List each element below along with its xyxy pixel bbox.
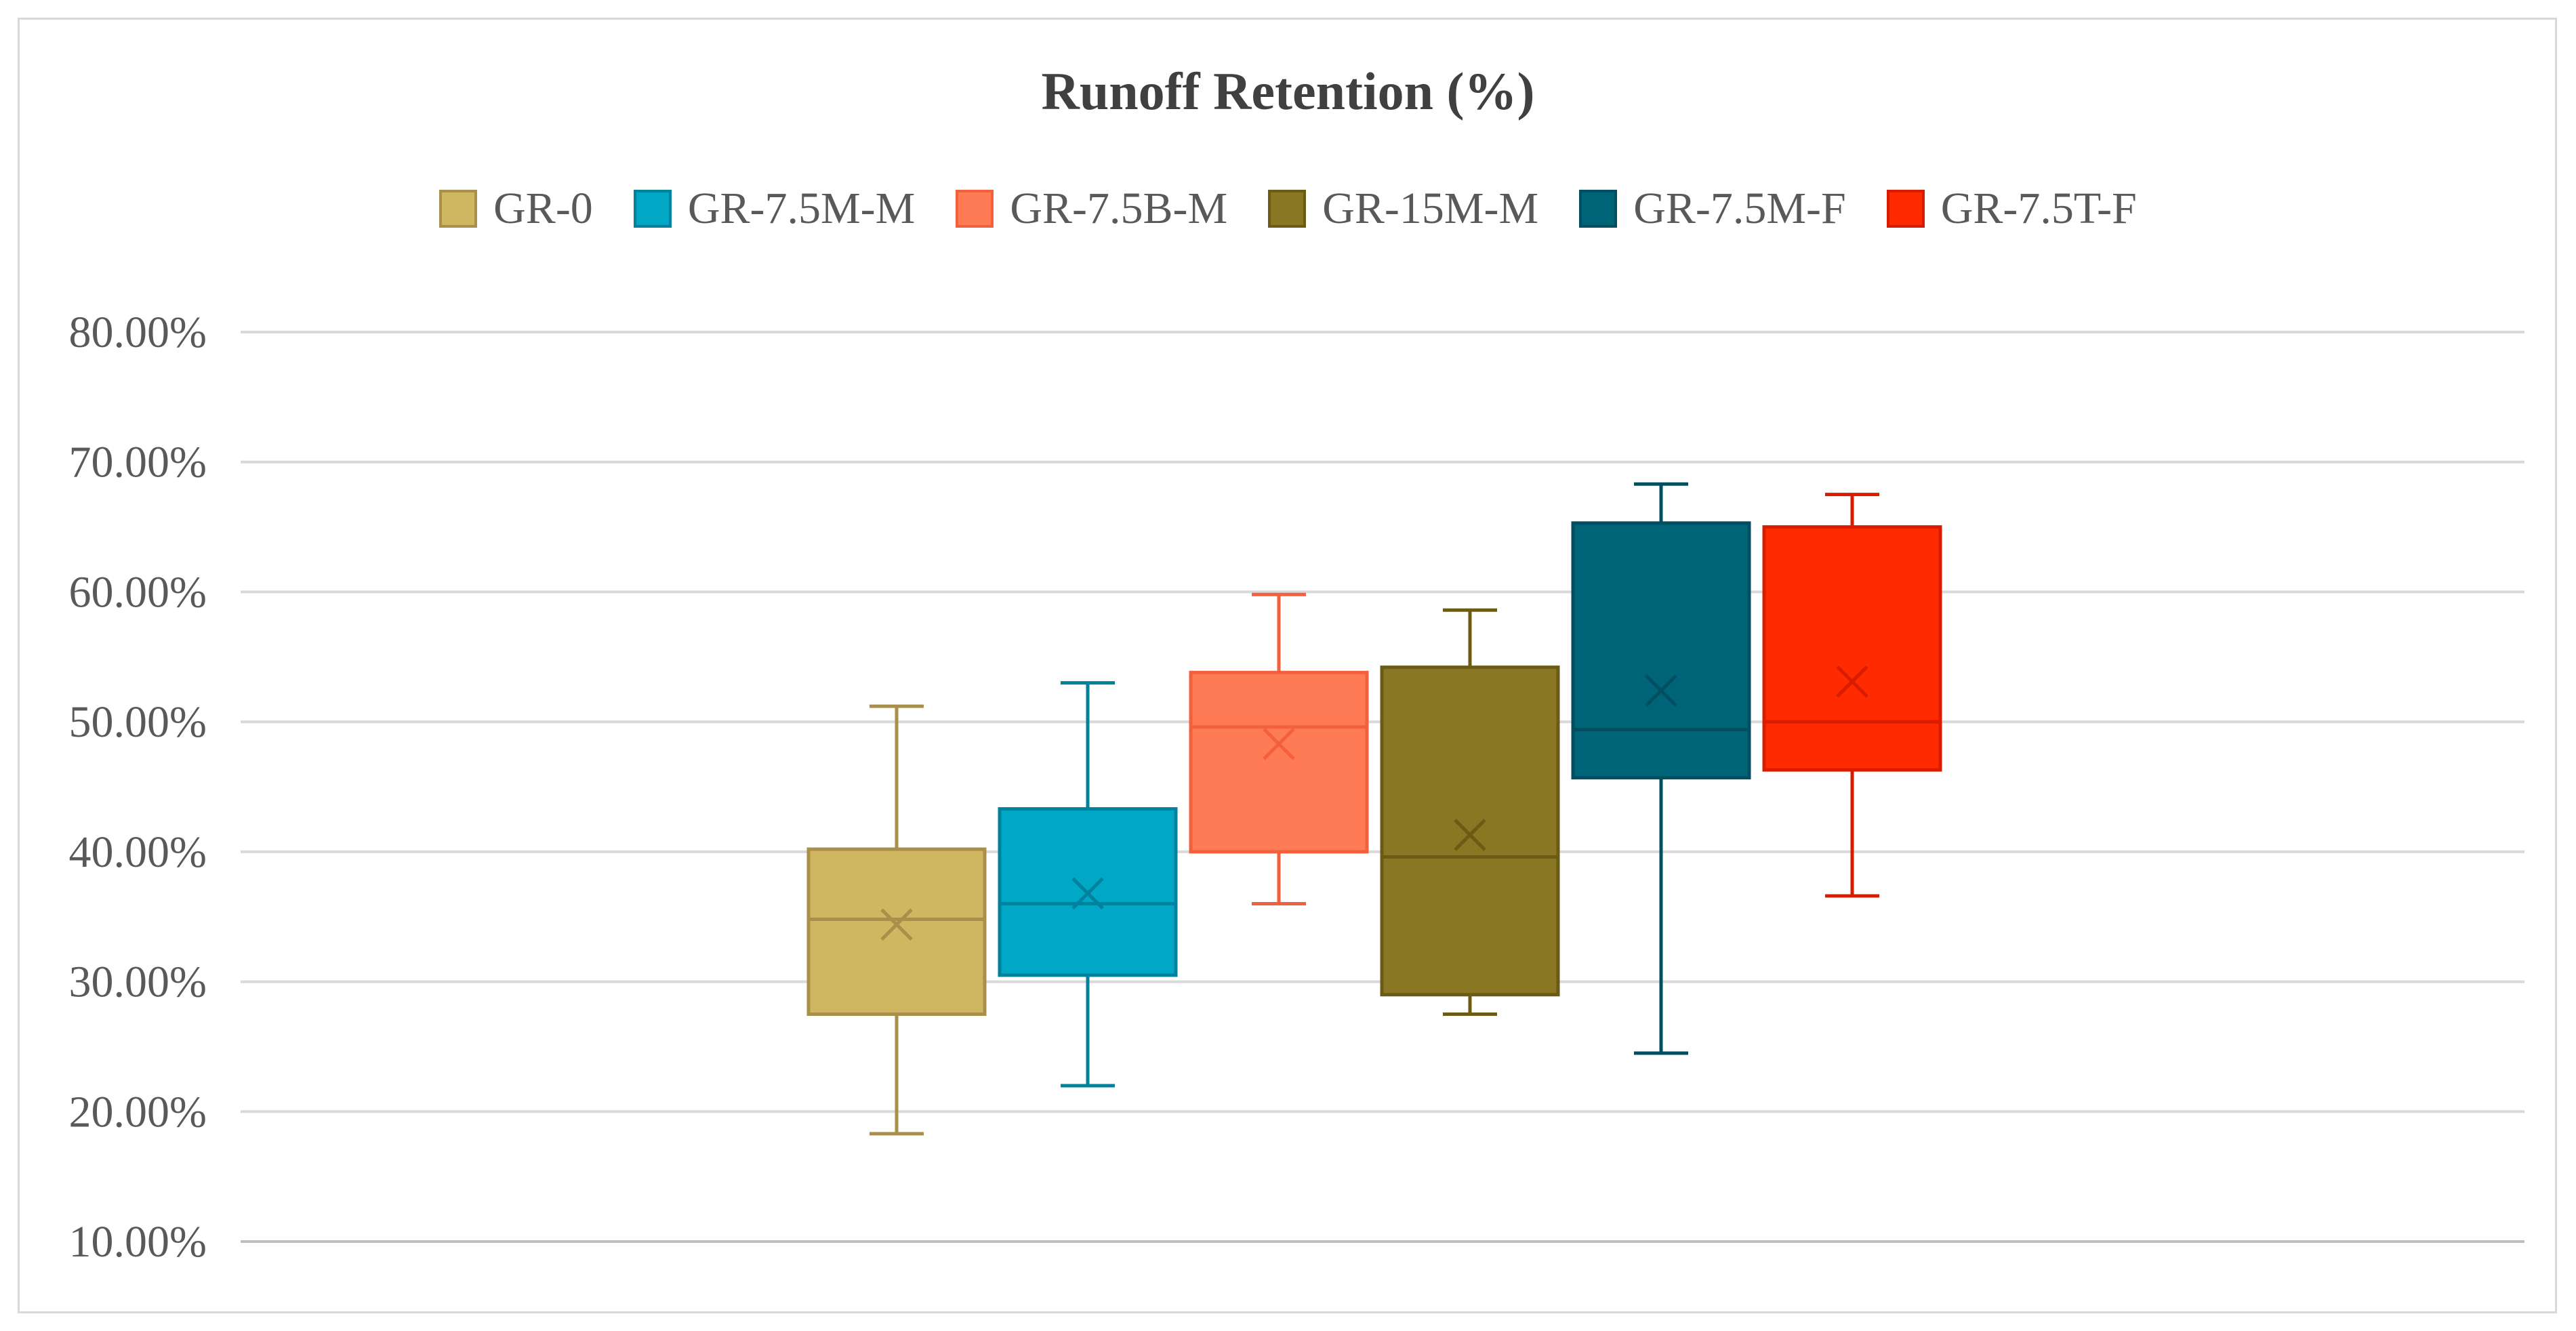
y-tick-label: 60.00% — [69, 567, 207, 617]
chart-frame — [18, 18, 2557, 1313]
legend-item: GR-0 — [439, 183, 593, 234]
legend-swatch — [633, 190, 672, 228]
gridlines — [241, 331, 2524, 1243]
mean-marker — [1071, 877, 1104, 909]
box-gr-0 — [806, 704, 987, 1136]
mean-marker — [1645, 674, 1677, 707]
legend-label: GR-7.5M-F — [1633, 184, 1846, 233]
legend-item: GR-15M-M — [1268, 183, 1538, 234]
legend-swatch — [439, 190, 478, 228]
y-tick-label: 50.00% — [69, 697, 207, 747]
iqr-box — [1380, 666, 1560, 997]
iqr-box — [1189, 670, 1369, 854]
legend-item: GR-7.5M-F — [1579, 183, 1846, 234]
legend-swatch — [1268, 190, 1307, 228]
y-tick-label: 70.00% — [69, 438, 207, 487]
y-tick-label: 30.00% — [69, 958, 207, 1007]
chart-legend: GR-0 GR-7.5M-M GR-7.5B-M GR-15M-M GR-7.5M-F G… — [0, 183, 2576, 234]
box-gr-7-5b-m — [1189, 592, 1369, 906]
y-tick-label: 40.00% — [69, 827, 207, 877]
y-tick-label: 20.00% — [69, 1087, 207, 1137]
box-gr-7-5t-f — [1762, 493, 1942, 898]
iqr-box — [1571, 521, 1751, 780]
mean-marker — [1263, 727, 1295, 760]
box-gr-7-5m-m — [998, 681, 1178, 1088]
y-tick-label: 80.00% — [69, 308, 207, 357]
legend-label: GR-7.5M-M — [687, 184, 916, 233]
legend-label: GR-0 — [493, 184, 593, 233]
legend-item: GR-7.5B-M — [956, 183, 1227, 234]
legend-label: GR-7.5T-F — [1940, 184, 2137, 233]
mean-marker — [1836, 665, 1868, 698]
legend-item: GR-7.5M-M — [633, 183, 916, 234]
box-gr-7-5m-f — [1571, 482, 1751, 1055]
box-gr-15m-m — [1380, 608, 1560, 1016]
iqr-box — [1762, 525, 1942, 772]
iqr-box — [806, 847, 987, 1016]
chart-title: Runoff Retention (%) — [1041, 62, 1535, 121]
mean-marker — [880, 908, 913, 941]
legend-label: GR-15M-M — [1322, 184, 1539, 233]
boxes — [806, 482, 1942, 1136]
legend-swatch — [1579, 190, 1618, 228]
y-tick-label: 10.00% — [69, 1217, 207, 1267]
legend-item: GR-7.5T-F — [1886, 183, 2137, 234]
y-axis-ticks: 80.00% 70.00% 60.00% 50.00% 40.00% 30.00% 20.0… — [69, 308, 207, 1267]
mean-marker — [1454, 819, 1486, 851]
legend-swatch — [956, 190, 994, 228]
legend-label: GR-7.5B-M — [1010, 184, 1228, 233]
legend-swatch — [1886, 190, 1925, 228]
